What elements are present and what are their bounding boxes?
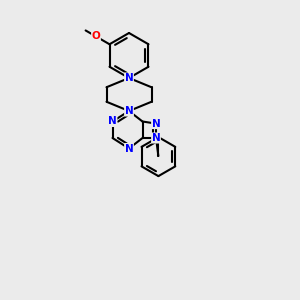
Text: O: O bbox=[92, 32, 100, 41]
Text: N: N bbox=[152, 118, 160, 129]
Text: N: N bbox=[124, 73, 134, 83]
Text: N: N bbox=[124, 143, 134, 154]
Text: N: N bbox=[152, 133, 160, 143]
Text: N: N bbox=[108, 116, 117, 127]
Text: N: N bbox=[124, 106, 134, 116]
